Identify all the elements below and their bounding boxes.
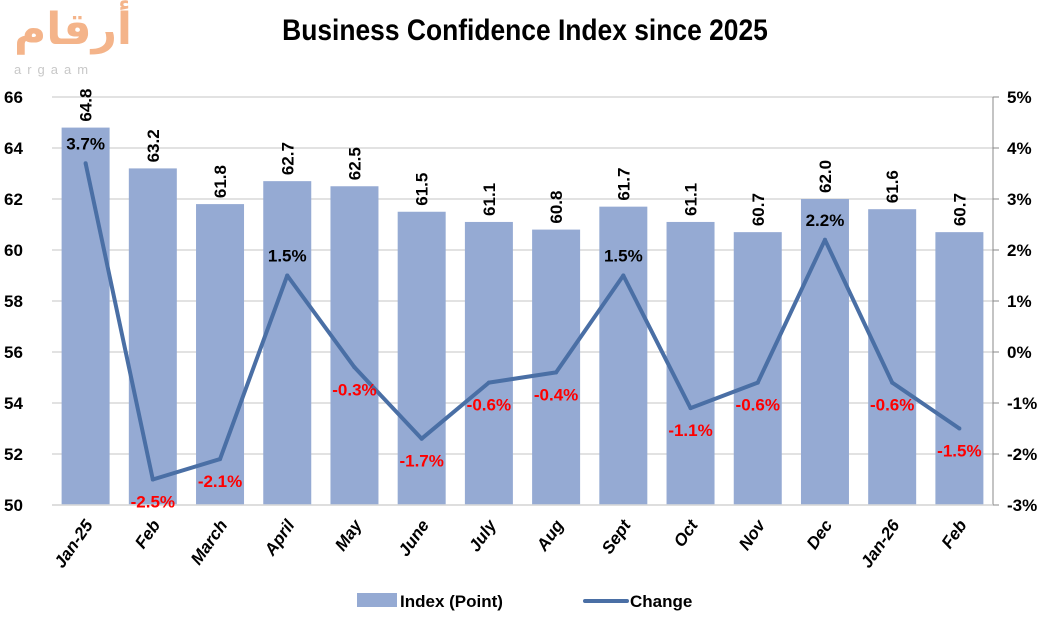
y-tick-left: 58 [4, 292, 23, 311]
change-point [486, 380, 491, 385]
y-tick-left: 54 [4, 394, 23, 413]
y-tick-right: -2% [1007, 445, 1037, 464]
bar-value-label: 61.5 [413, 173, 432, 206]
bar [532, 229, 581, 505]
change-value-label: -0.3% [332, 380, 376, 399]
change-point [688, 406, 693, 411]
bar [935, 232, 984, 505]
change-value-label: -0.6% [736, 396, 780, 415]
change-line [83, 162, 961, 482]
bar-value-label: 63.2 [144, 129, 163, 162]
legend-label-index: Index (Point) [400, 592, 503, 611]
bar-value-label: 60.7 [749, 193, 768, 226]
change-value-label: -0.6% [870, 396, 914, 415]
change-value-label: 2.2% [806, 211, 845, 230]
x-tick-label: April [260, 515, 299, 559]
bar [464, 221, 513, 505]
change-value-label: -1.7% [399, 452, 443, 471]
x-tick-label: July [465, 515, 501, 555]
bar [61, 127, 110, 505]
y-tick-right: 1% [1007, 292, 1032, 311]
change-point [890, 380, 895, 385]
change-point [285, 273, 290, 278]
argaam-logo: أرقام argaam [8, 4, 132, 78]
change-point [957, 426, 962, 431]
y-tick-right: 4% [1007, 139, 1032, 158]
bar [733, 232, 782, 505]
bar-value-label: 62.7 [278, 142, 297, 175]
change-value-label: -1.1% [668, 421, 712, 440]
chart-title: Business Confidence Index since 2025 [282, 14, 768, 47]
change-point [822, 237, 827, 242]
change-point [419, 436, 424, 441]
x-tick-label: Oct [670, 515, 703, 550]
x-tick-label: Aug [532, 516, 567, 555]
x-tick-label: May [331, 515, 366, 554]
logo-latin: argaam [14, 62, 95, 77]
x-tick-label: Sept [598, 515, 635, 557]
y-tick-left: 60 [4, 241, 23, 260]
y-tick-right: 3% [1007, 190, 1032, 209]
bar-value-label: 61.7 [614, 168, 633, 201]
y-tick-right: 5% [1007, 88, 1032, 107]
change-value-label: -1.5% [937, 442, 981, 461]
bar [868, 209, 917, 505]
change-value-label: 1.5% [604, 247, 643, 266]
y-tick-left: 66 [4, 88, 23, 107]
bar-value-label: 61.1 [682, 183, 701, 216]
legend-swatch-index [357, 593, 397, 607]
bar-value-label: 62.5 [345, 147, 364, 180]
x-tick-label: Feb [131, 516, 164, 552]
x-tick-label: Feb [938, 516, 971, 552]
x-tick-label: Jan-25 [50, 516, 97, 571]
x-tick-label: June [395, 516, 433, 559]
change-value-label: -0.6% [467, 396, 511, 415]
y-tick-left: 52 [4, 445, 23, 464]
change-point [621, 273, 626, 278]
bar [666, 221, 715, 505]
change-point [218, 457, 223, 462]
change-value-label: 1.5% [268, 247, 307, 266]
y-tick-left: 62 [4, 190, 23, 209]
change-point [83, 161, 88, 166]
bar-value-label: 64.8 [77, 89, 96, 122]
bar-value-label: 61.1 [480, 183, 499, 216]
x-tick-label: Nov [735, 515, 770, 553]
y-tick-right: 0% [1007, 343, 1032, 362]
y-tick-right: -3% [1007, 496, 1037, 515]
bar [128, 168, 177, 505]
x-tick-label: Dec [803, 516, 837, 553]
change-point [755, 380, 760, 385]
y-tick-left: 64 [4, 139, 23, 158]
bar-value-label: 61.8 [211, 165, 230, 198]
bar-value-label: 60.7 [950, 193, 969, 226]
bar-value-label: 60.8 [547, 191, 566, 224]
bar [263, 181, 312, 505]
y-tick-left: 50 [4, 496, 23, 515]
change-value-label: -0.4% [534, 385, 578, 404]
change-point [554, 370, 559, 375]
bar-value-label: 61.6 [883, 170, 902, 203]
legend-label-change: Change [630, 592, 692, 611]
x-tick-label: March [187, 516, 231, 568]
change-point [150, 477, 155, 482]
change-value-label: -2.1% [198, 472, 242, 491]
logo-arabic: أرقام [14, 4, 132, 55]
change-point [352, 365, 357, 370]
change-value-label: 3.7% [66, 134, 105, 153]
change-value-label: -2.5% [131, 493, 175, 512]
y-tick-right: -1% [1007, 394, 1037, 413]
bar [397, 211, 446, 505]
bar [599, 206, 648, 505]
bar [800, 199, 849, 505]
y-tick-right: 2% [1007, 241, 1032, 260]
bar-value-label: 62.0 [816, 160, 835, 193]
y-tick-left: 56 [4, 343, 23, 362]
x-tick-label: Jan-26 [857, 516, 904, 571]
